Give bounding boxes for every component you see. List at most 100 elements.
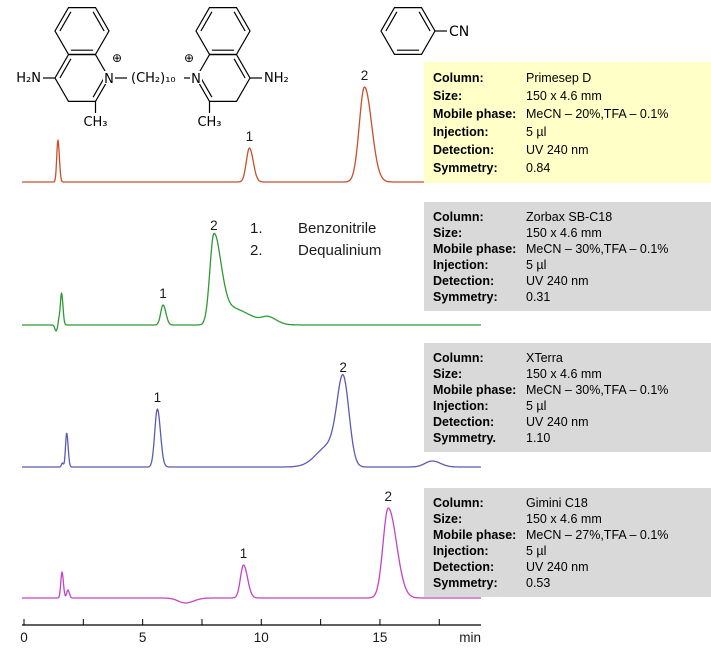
info-value: MeCN – 30%,TFA – 0.1% [526,242,669,256]
info-value: 150 x 4.6 mm [526,512,602,526]
ring-bond [195,53,251,103]
info-row: Size: 150 x 4.6 mm [433,87,707,105]
double-bond [200,77,213,98]
legend-label: Dequalinium [298,242,382,259]
info-row: Size: 150 x 4.6 mm [433,511,707,527]
info-row: Injection: 5 µl [433,543,707,559]
info-value: UV 240 nm [526,143,589,157]
info-value: Zorbax SB-C18 [526,210,613,224]
info-value: 150 x 4.6 mm [526,367,602,381]
x-axis-tick-label: 15 [372,630,387,645]
info-row: Column: Zorbax SB-C18 [433,209,707,225]
x-axis-tick-label: 5 [139,630,147,645]
info-value: 0.31 [526,290,551,304]
nitrogen-left: N [104,72,114,87]
info-row: Detection: UV 240 nm [433,273,707,289]
info-label: Injection: [433,399,489,413]
info-value: UV 240 nm [526,560,589,574]
info-label: Size: [433,226,463,240]
amine-label-right: NH₂ [264,71,289,86]
info-value: 150 x 4.6 mm [526,89,602,103]
info-row: Symmetry: 0.84 [433,159,707,177]
charge-right: ⊕ [184,51,194,65]
info-label: Size: [433,367,463,381]
info-row: Detection: UV 240 nm [433,559,707,575]
x-axis-tick-label: 0 [20,630,28,645]
nitrogen-right: N [191,72,201,87]
info-value: 0.53 [526,576,551,590]
info-label: Symmetry: [433,290,498,304]
legend-number: 1. [250,220,263,237]
info-row: Symmetry. 1.10 [433,430,707,446]
trace-zorbax-sb-c18 [21,232,482,332]
info-value: 5 µl [526,125,547,139]
double-bond [92,11,105,32]
double-bond [233,58,246,79]
info-value: 5 µl [526,258,547,272]
info-row: Injection: 5 µl [433,257,707,273]
info-row: Column: Gimini C18 [433,495,707,511]
chemical-structures: H₂N CH₃ N ⊕ (CH₂)₁₀ N ⊕ NH₂ CH₃ CN [16,6,469,130]
info-label: Column: [433,351,484,365]
info-label: Column: [433,496,484,510]
peak-legend: 1. Benzonitrile 2. Dequalinium [250,218,381,262]
info-value: UV 240 nm [526,274,589,288]
info-box-gimini: Column: Gimini C18 Size: 150 x 4.6 mm Mobi… [424,488,711,597]
peak-label-zorbax-sb-c18-1: 1 [159,286,167,301]
info-label: Mobile phase: [433,383,517,397]
info-label: Detection: [433,560,495,574]
info-value: MeCN – 30%,TFA – 0.1% [526,383,669,397]
info-box-zorbax: Column: Zorbax SB-C18 Size: 150 x 4.6 mm M… [424,202,711,311]
amine-label-left: H₂N [16,71,41,86]
info-label: Detection: [433,143,495,157]
double-bond [418,11,431,32]
info-row: Mobile phase: MeCN – 30%,TFA – 0.1% [433,241,707,257]
info-value: 0.84 [526,161,551,175]
info-value: 5 µl [526,399,547,413]
trace-xterra [21,374,482,468]
info-label: Symmetry. [433,431,496,445]
ring-bond [54,6,110,56]
info-box-primesep-d: Column: Primesep D Size: 150 x 4.6 mm Mobi… [424,62,711,183]
info-label: Injection: [433,125,489,139]
legend-number: 2. [250,242,263,259]
info-row: Symmetry: 0.53 [433,575,707,591]
info-label: Mobile phase: [433,107,517,121]
info-label: Symmetry: [433,161,498,175]
legend-item-benzonitrile: 1. Benzonitrile [250,218,381,240]
info-value: 5 µl [526,544,547,558]
double-bond [59,58,72,79]
info-label: Detection: [433,274,495,288]
info-label: Mobile phase: [433,242,517,256]
info-value: 150 x 4.6 mm [526,226,602,240]
info-row: Injection: 5 µl [433,398,707,414]
info-label: Injection: [433,544,489,558]
peak-label-primesep-d-1: 1 [246,129,254,144]
peak-label-zorbax-sb-c18-2: 2 [210,218,218,233]
methyl-label-right: CH₃ [197,115,221,130]
info-value: Gimini C18 [526,496,588,510]
info-row: Column: Primesep D [433,69,707,87]
info-label: Column: [433,71,484,85]
info-row: Column: XTerra [433,350,707,366]
info-value: XTerra [526,351,563,365]
alkyl-chain-label: (CH₂)₁₀ [131,71,176,86]
info-row: Symmetry: 0.31 [433,289,707,305]
peak-label-xterra-2: 2 [339,360,347,375]
atom-mask [103,71,115,84]
ring-bond [195,6,251,56]
info-value: MeCN – 20%,TFA – 0.1% [526,107,669,121]
info-row: Mobile phase: MeCN – 30%,TFA – 0.1% [433,382,707,398]
methyl-label-left: CH₃ [83,115,107,130]
info-label: Mobile phase: [433,528,517,542]
charge-left: ⊕ [112,51,122,65]
ring-bond [380,6,436,56]
info-label: Column: [433,210,484,224]
double-bond [59,11,72,32]
double-bond [200,11,213,32]
peak-label-primesep-d-2: 2 [361,68,369,83]
ring-bond [54,53,110,103]
trace-primesep-d [21,86,482,183]
